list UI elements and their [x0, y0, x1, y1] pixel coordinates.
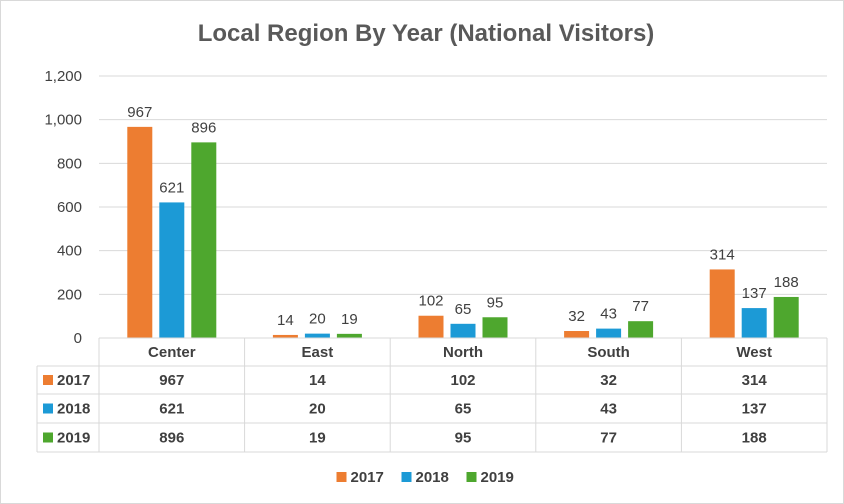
table-cell-west-2017: 314: [742, 372, 768, 389]
data-label-center-2017: 967: [127, 104, 152, 121]
data-label-north-2017: 102: [418, 293, 443, 310]
y-tick-label: 1,000: [44, 112, 82, 129]
data-label-north-2019: 95: [487, 294, 504, 311]
table-series-label-2017: 2017: [57, 372, 90, 389]
table-cell-center-2017: 967: [159, 372, 184, 389]
data-labels: 967 621 896 14 20 19 102 65 95 32 43 77 314 137 188: [127, 104, 798, 329]
bar-west-2017: [709, 269, 735, 338]
table-cell-west-2018: 137: [742, 401, 767, 418]
bar-north-2017: [418, 315, 444, 338]
table-cell-south-2017: 32: [600, 372, 617, 389]
bar-west-2019: [773, 296, 799, 338]
y-tick-label: 1,200: [44, 68, 82, 85]
table-header-west: West: [736, 344, 772, 361]
table-legend-key-2017: [43, 375, 53, 385]
data-label-south-2019: 77: [632, 298, 649, 315]
y-tick-label: 0: [74, 330, 82, 347]
data-label-center-2018: 621: [159, 179, 184, 196]
data-label-north-2018: 65: [455, 301, 472, 318]
table-cell-east-2017: 14: [309, 372, 326, 389]
table-header-south: South: [587, 344, 630, 361]
y-axis: 0 200 400 600 800 1,000 1,200: [44, 68, 82, 347]
table-cell-south-2018: 43: [600, 401, 617, 418]
data-label-south-2017: 32: [568, 308, 585, 325]
bar-south-2017: [564, 331, 590, 338]
table-series-label-2018: 2018: [57, 401, 90, 418]
bar-center-2018: [159, 202, 185, 338]
table-legend-key-2019: [43, 432, 53, 443]
bar-west-2018: [741, 308, 767, 338]
bar-center-2017: [127, 126, 153, 338]
bar-north-2018: [450, 323, 476, 338]
y-tick-label: 400: [57, 243, 82, 260]
bar-east-2019: [336, 333, 362, 338]
data-label-east-2017: 14: [277, 312, 294, 329]
legend-label-2017: 2017: [351, 469, 384, 486]
legend: 2017 2018 2019: [336, 469, 514, 486]
gridlines: [99, 75, 827, 295]
data-label-east-2018: 20: [309, 311, 326, 328]
y-tick-label: 200: [57, 286, 82, 303]
data-table: Center East North South West 2017 967 14 102 32 31…: [36, 337, 828, 453]
legend-key-2018: [401, 472, 412, 482]
table-cell-east-2019: 19: [309, 430, 326, 447]
table-cell-north-2017: 102: [450, 372, 475, 389]
bars: [127, 126, 799, 338]
bar-south-2019: [628, 321, 654, 338]
table-cell-center-2019: 896: [159, 430, 184, 447]
table-cell-center-2018: 621: [159, 401, 184, 418]
bar-north-2019: [482, 317, 508, 338]
legend-key-2017: [336, 472, 347, 482]
table-legend-key-2018: [43, 403, 53, 414]
y-tick-label: 800: [57, 155, 82, 172]
table-cell-north-2019: 95: [455, 430, 472, 447]
table-cell-east-2018: 20: [309, 401, 326, 418]
legend-key-2019: [466, 472, 477, 482]
legend-label-2019: 2019: [481, 469, 514, 486]
bar-south-2018: [596, 328, 622, 338]
table-header-north: North: [443, 344, 483, 361]
data-label-east-2019: 19: [341, 311, 358, 328]
table-cell-north-2018: 65: [455, 401, 472, 418]
data-label-west-2017: 314: [710, 246, 735, 263]
bar-east-2017: [272, 334, 298, 338]
table-cell-west-2019: 188: [742, 430, 767, 447]
data-label-west-2018: 137: [742, 285, 767, 302]
bar-center-2019: [191, 142, 217, 338]
table-series-label-2019: 2019: [57, 430, 90, 447]
bar-east-2018: [304, 333, 330, 338]
table-header-center: Center: [148, 344, 196, 361]
data-label-south-2018: 43: [600, 306, 617, 323]
table-header-east: East: [302, 344, 334, 361]
legend-label-2018: 2018: [416, 469, 449, 486]
data-label-center-2019: 896: [191, 119, 216, 136]
y-tick-label: 600: [57, 199, 82, 216]
data-label-west-2019: 188: [774, 274, 799, 291]
chart-title: Local Region By Year (National Visitors): [198, 20, 655, 47]
table-cell-south-2019: 77: [600, 430, 617, 447]
